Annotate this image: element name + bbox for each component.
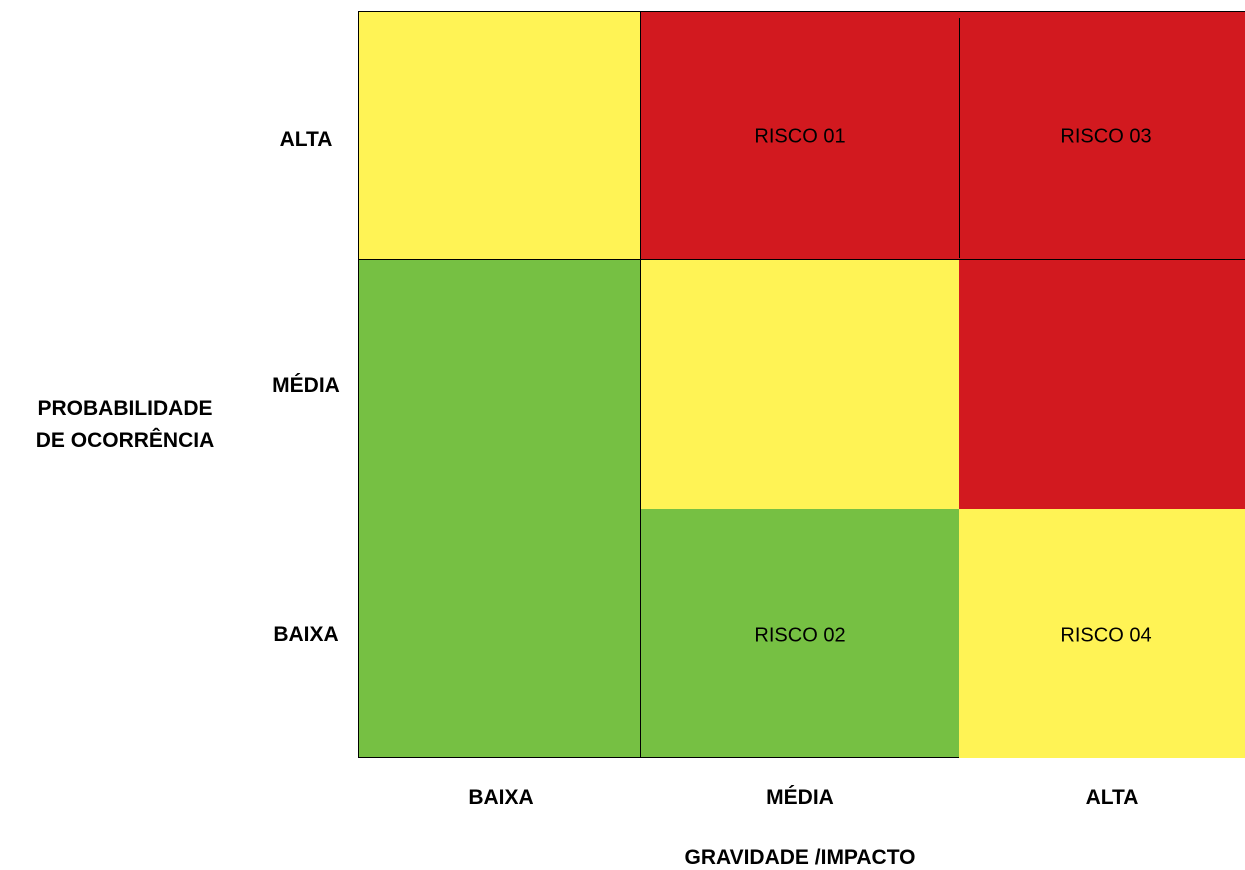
cell-red-middle-right — [959, 260, 1245, 509]
cell-red-top-middle — [641, 11, 959, 260]
risk-label-risco-03: RISCO 03 — [1060, 125, 1151, 147]
col-label-media: MÉDIA — [766, 786, 834, 809]
row-label-media: MÉDIA — [272, 374, 340, 397]
x-axis-title: GRAVIDADE /IMPACTO — [684, 846, 916, 869]
row-label-baixa: BAIXA — [273, 623, 339, 646]
risk-label-risco-02: RISCO 02 — [754, 624, 845, 646]
cell-green-left-column — [358, 260, 641, 758]
cell-yellow-top-left — [358, 11, 641, 260]
y-axis-title-line2: DE OCORRÊNCIA — [35, 429, 215, 452]
y-axis-title-line1: PROBABILIDADE — [37, 397, 213, 420]
row-label-alta: ALTA — [279, 128, 333, 151]
cell-yellow-center — [641, 260, 959, 509]
risk-label-risco-01: RISCO 01 — [754, 125, 845, 147]
col-label-baixa: BAIXA — [468, 786, 534, 809]
col-label-alta: ALTA — [1085, 786, 1139, 809]
risk-label-risco-04: RISCO 04 — [1060, 624, 1151, 646]
y-axis-title: PROBABILIDADE DE OCORRÊNCIA — [0, 393, 250, 457]
cell-green-bottom-middle — [641, 509, 959, 758]
cell-red-top-right — [959, 11, 1245, 260]
cell-yellow-bottom-right — [959, 509, 1245, 758]
